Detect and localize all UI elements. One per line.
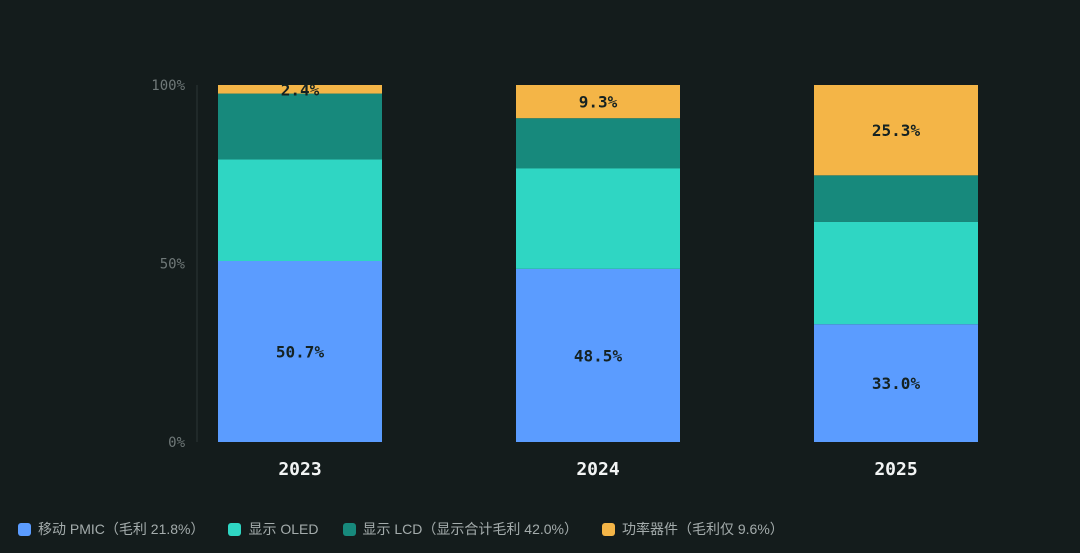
bar-segment <box>218 159 382 262</box>
bar-segment <box>814 324 978 442</box>
bar-segment <box>218 85 382 94</box>
bar-segment <box>814 85 978 176</box>
bar-segment <box>516 268 680 442</box>
data-label: 33.0% <box>872 374 921 393</box>
legend-label: 功率器件（毛利仅 9.6%） <box>621 521 784 537</box>
legend-swatch <box>342 522 356 536</box>
bar-segment <box>516 168 680 269</box>
bar-segment <box>516 85 680 119</box>
legend-item: 显示 LCD（显示合计毛利 42.0%） <box>342 519 578 539</box>
y-tick-label: 50% <box>160 257 186 273</box>
legend: 移动 PMIC（毛利 21.8%） 显示 OLED 显示 LCD（显示合计毛利 42… <box>18 519 808 539</box>
data-label: 2.4% <box>281 80 320 99</box>
data-label: 48.5% <box>574 346 623 365</box>
data-label: 9.3% <box>579 93 618 112</box>
x-tick-label: 2025 <box>874 459 917 480</box>
bar-segment <box>814 175 978 222</box>
legend-item: 移动 PMIC（毛利 21.8%） <box>18 519 204 539</box>
bar-segment <box>814 221 978 325</box>
y-tick-label: 100% <box>151 78 185 94</box>
y-tick-label: 0% <box>168 435 185 451</box>
bar-segment <box>218 93 382 160</box>
bar-segment <box>218 261 382 442</box>
legend-swatch <box>601 522 615 536</box>
x-tick-label: 2024 <box>576 459 620 480</box>
legend-label: 显示 LCD（显示合计毛利 42.0%） <box>362 521 578 537</box>
legend-swatch <box>18 522 31 536</box>
data-label: 25.3% <box>872 121 921 140</box>
legend-swatch <box>228 522 242 536</box>
legend-label: 移动 PMIC（毛利 21.8%） <box>38 521 205 537</box>
legend-item: 显示 OLED <box>228 519 319 539</box>
legend-label: 显示 OLED <box>248 521 319 537</box>
bar-segment <box>516 118 680 169</box>
data-label: 50.7% <box>276 343 325 362</box>
legend-item: 功率器件（毛利仅 9.6%） <box>601 519 784 539</box>
x-tick-label: 2023 <box>278 459 321 480</box>
